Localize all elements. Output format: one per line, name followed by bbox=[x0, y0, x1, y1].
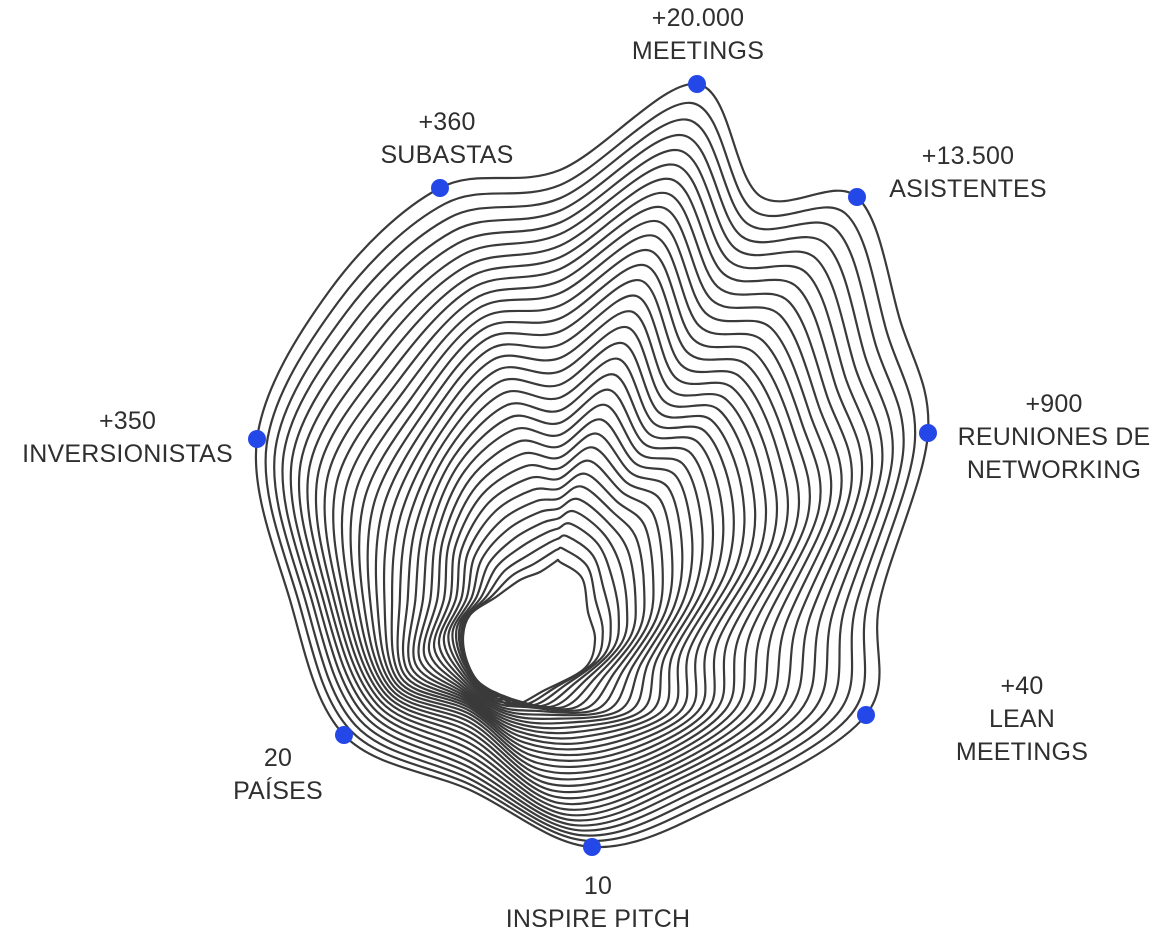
stat-caption: LEAN bbox=[922, 703, 1122, 736]
stat-value: +40 bbox=[922, 670, 1122, 703]
stat-caption: PAÍSES bbox=[178, 775, 378, 808]
stat-caption: INSPIRE PITCH bbox=[498, 903, 698, 936]
contour-ring bbox=[462, 548, 602, 706]
stat-caption: MEETINGS bbox=[598, 35, 798, 68]
stat-caption-2: NETWORKING bbox=[954, 454, 1154, 487]
stat-label-networking: +900 REUNIONES DE NETWORKING bbox=[954, 388, 1154, 487]
stat-value: +360 bbox=[347, 106, 547, 139]
stat-value: +13.500 bbox=[868, 140, 1068, 173]
contour-ring bbox=[461, 535, 611, 705]
stat-label-meetings: +20.000 MEETINGS bbox=[598, 2, 798, 68]
stat-label-paises: 20 PAÍSES bbox=[178, 742, 378, 808]
contour-ring bbox=[256, 84, 928, 847]
stat-value: +900 bbox=[954, 388, 1154, 421]
stat-value: 20 bbox=[178, 742, 378, 775]
stat-caption: SUBASTAS bbox=[347, 139, 547, 172]
stat-label-inspire: 10 INSPIRE PITCH bbox=[498, 870, 698, 936]
stat-label-subastas: +360 SUBASTAS bbox=[347, 106, 547, 172]
contour-ring bbox=[307, 179, 862, 816]
marker-dot-asistentes bbox=[848, 188, 866, 206]
stat-value: 10 bbox=[498, 870, 698, 903]
marker-dot-subastas bbox=[431, 179, 449, 197]
stat-value: +20.000 bbox=[598, 2, 798, 35]
stat-caption: ASISTENTES bbox=[868, 173, 1068, 206]
stat-caption: REUNIONES DE bbox=[954, 421, 1154, 454]
marker-dot-meetings bbox=[688, 75, 706, 93]
stat-label-lean: +40 LEAN MEETINGS bbox=[922, 670, 1122, 769]
marker-dot-inspire bbox=[583, 838, 601, 856]
stat-caption-2: MEETINGS bbox=[922, 736, 1122, 769]
contour-ring bbox=[456, 511, 627, 707]
stat-label-inversionistas: +350 INVERSIONISTAS bbox=[0, 405, 255, 471]
marker-dot-lean bbox=[857, 706, 875, 724]
contour-ring bbox=[448, 486, 644, 709]
marker-dot-networking bbox=[919, 424, 937, 442]
stat-value: +350 bbox=[0, 405, 255, 438]
stat-caption: INVERSIONISTAS bbox=[0, 438, 255, 471]
stat-label-asistentes: +13.500 ASISTENTES bbox=[868, 140, 1068, 206]
